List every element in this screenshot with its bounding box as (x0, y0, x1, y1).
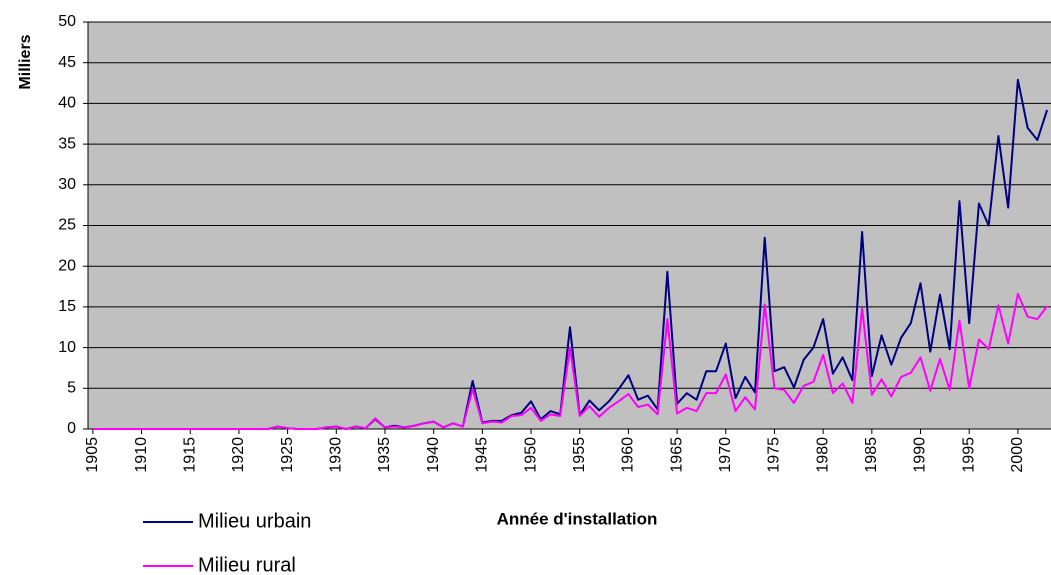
x-tick-label: 2000 (1009, 437, 1026, 473)
y-tick-label: 20 (58, 257, 76, 274)
series-line (92, 292, 1048, 430)
x-tick-label: 1955 (571, 437, 588, 473)
y-tick-label: 0 (67, 420, 76, 437)
x-tick-label: 1950 (522, 437, 539, 473)
x-tick-label: 1960 (620, 437, 637, 473)
x-tick-label: 1985 (863, 437, 880, 473)
y-tick-label: 45 (58, 54, 76, 71)
y-tick-label: 25 (58, 217, 76, 234)
x-tick-label: 1930 (328, 437, 345, 473)
x-tick-label: 1915 (181, 437, 198, 473)
x-tick-label: 1905 (84, 437, 101, 473)
legend-label: Milieu rural (198, 554, 296, 575)
x-tick-label: 1910 (133, 437, 150, 473)
y-tick-label: 15 (58, 298, 76, 315)
y-tick-label: 10 (58, 339, 76, 356)
y-tick-label: 40 (58, 95, 76, 112)
y-axis-title: Milliers (17, 34, 34, 89)
x-tick-label: 1920 (230, 437, 247, 473)
x-axis-title: Année d'installation (497, 509, 658, 528)
x-tick-label: 1935 (376, 437, 393, 473)
x-tick-label: 1945 (474, 437, 491, 473)
x-tick-label: 1970 (717, 437, 734, 473)
y-tick-label: 35 (58, 135, 76, 152)
x-tick-label: 1980 (814, 437, 831, 473)
x-tick-label: 1990 (912, 437, 929, 473)
x-tick-label: 1940 (425, 437, 442, 473)
y-tick-label: 30 (58, 176, 76, 193)
x-tick-label: 1925 (279, 437, 296, 473)
x-tick-label: 1965 (668, 437, 685, 473)
y-tick-label: 5 (67, 380, 76, 397)
legend-label: Milieu urbain (198, 510, 311, 532)
x-tick-label: 1995 (960, 437, 977, 473)
x-tick-label: 1975 (766, 437, 783, 473)
y-tick-label: 50 (58, 13, 76, 30)
